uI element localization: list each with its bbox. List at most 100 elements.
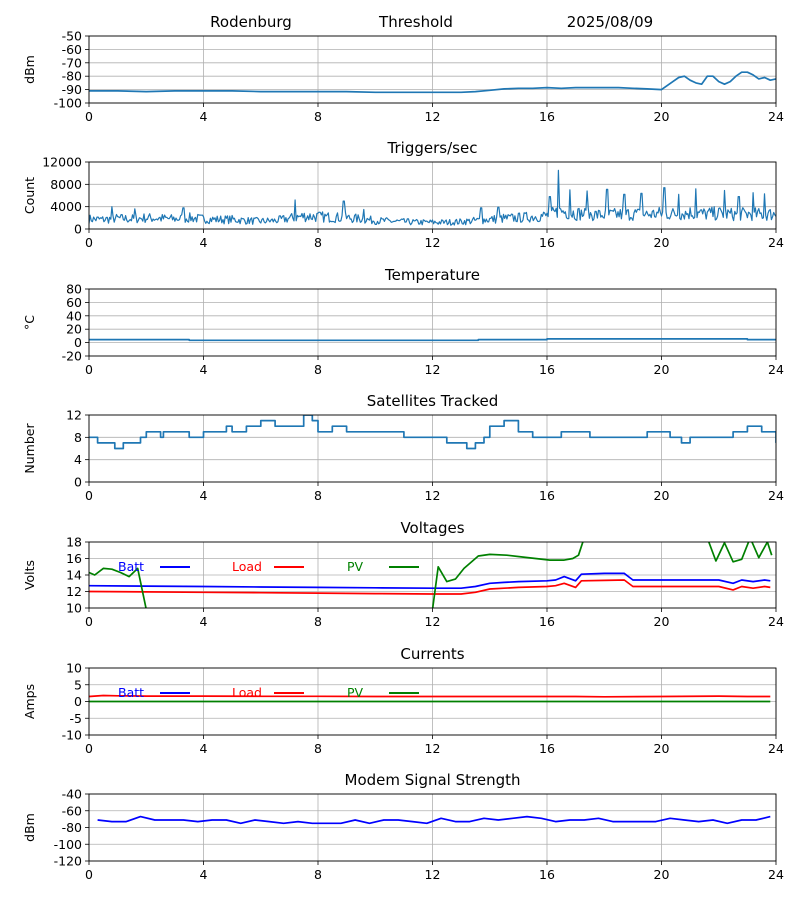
chart-title: Voltages	[400, 519, 464, 537]
chart-title: Triggers/sec	[387, 139, 478, 157]
x-tick-label: 4	[200, 741, 208, 756]
x-tick-label: 20	[654, 614, 670, 629]
y-tick-label: -20	[62, 349, 82, 364]
plot-frame	[88, 35, 777, 104]
plot-frame	[88, 667, 777, 736]
series-line-load	[89, 694, 771, 698]
y-tick-label: 8	[74, 430, 82, 445]
x-tick-label: 4	[200, 109, 208, 124]
x-tick-label: 0	[85, 362, 93, 377]
plot-frame	[88, 541, 777, 609]
plot-frame	[88, 161, 777, 230]
y-tick-label: -60	[62, 803, 82, 818]
y-tick-label: 60	[66, 295, 82, 310]
x-tick-label: 0	[85, 235, 93, 250]
x-tick-label: 16	[539, 362, 555, 377]
series-group	[89, 415, 776, 450]
x-tick-label: 24	[768, 362, 784, 377]
y-tick-label: 10	[66, 601, 82, 616]
y-tick-label: -100	[54, 837, 82, 852]
x-tick-label: 12	[425, 362, 441, 377]
y-tick-label: -80	[62, 69, 82, 84]
x-tick-label: 20	[654, 741, 670, 756]
y-tick-label: 10	[66, 661, 82, 676]
series-group	[97, 815, 771, 825]
y-tick-label: 0	[74, 475, 82, 490]
series-line-load	[89, 579, 771, 595]
x-tick-label: 8	[314, 488, 322, 503]
x-tick-label: 0	[85, 867, 93, 882]
chart-panel-1: 0 4 8 12 16 20 24 -100-90-80-70-60-50 dBm	[22, 29, 784, 125]
x-tick-label: 20	[654, 235, 670, 250]
x-tick-label: 12	[425, 488, 441, 503]
series-group	[89, 71, 776, 94]
legend-label-pv: PV	[347, 559, 364, 574]
x-tick-label: 20	[654, 362, 670, 377]
y-tick-label: 12	[66, 408, 82, 423]
plot-frame	[88, 414, 777, 483]
legend-label-load: Load	[232, 559, 262, 574]
y-tick-label: 0	[74, 335, 82, 350]
chart-title: Currents	[400, 645, 464, 663]
x-tick-label: 0	[85, 614, 93, 629]
x-tick-label: 8	[314, 741, 322, 756]
x-tick-label: 20	[654, 867, 670, 882]
y-axis-label: Amps	[22, 684, 37, 719]
y-tick-label: 4000	[50, 199, 82, 214]
x-tick-label: 16	[539, 488, 555, 503]
y-tick-label: 12000	[42, 155, 82, 170]
x-tick-label: 4	[200, 235, 208, 250]
chart-title: Modem Signal Strength	[345, 771, 521, 789]
y-tick-label: -100	[54, 96, 82, 111]
y-tick-label: -40	[62, 787, 82, 802]
chart-panel-7: 0 4 8 12 16 20 24 -120 -100 -80 -60-40 Modem Signal…	[22, 771, 784, 882]
x-tick-label: 0	[85, 488, 93, 503]
y-tick-label: 4	[74, 452, 82, 467]
y-tick-label: -5	[70, 711, 82, 726]
x-tick-label: 0	[85, 109, 93, 124]
x-tick-label: 24	[768, 741, 784, 756]
header-mode: Threshold	[378, 13, 453, 31]
plot-frame	[88, 793, 777, 862]
y-tick-label: 14	[66, 568, 82, 583]
y-tick-label: -80	[62, 820, 82, 835]
x-tick-label: 8	[314, 109, 322, 124]
x-tick-label: 4	[200, 362, 208, 377]
series-line-1	[97, 815, 771, 825]
x-tick-label: 8	[314, 235, 322, 250]
y-tick-label: 40	[66, 308, 82, 323]
x-tick-label: 16	[539, 109, 555, 124]
x-tick-label: 4	[200, 867, 208, 882]
series-line-1	[89, 338, 776, 342]
x-tick-label: 12	[425, 109, 441, 124]
y-tick-label: 20	[66, 322, 82, 337]
x-tick-label: 16	[539, 741, 555, 756]
y-tick-label: 0	[74, 222, 82, 237]
y-tick-label: 18	[66, 535, 82, 550]
x-tick-label: 0	[85, 741, 93, 756]
y-tick-label: 80	[66, 282, 82, 297]
legend-label-batt: Batt	[118, 559, 144, 574]
legend-label-pv: PV	[347, 685, 364, 700]
y-axis-label: Volts	[22, 560, 37, 590]
series-line-1	[89, 71, 776, 94]
x-tick-label: 4	[200, 488, 208, 503]
series-line-1	[89, 169, 776, 226]
legend-label-load: Load	[232, 685, 262, 700]
x-tick-label: 12	[425, 867, 441, 882]
x-tick-label: 12	[425, 235, 441, 250]
y-tick-label: -90	[62, 82, 82, 97]
plot-frame	[88, 288, 777, 357]
series-group	[89, 169, 776, 226]
series-line-pv	[89, 542, 773, 608]
x-tick-label: 16	[539, 614, 555, 629]
chart-panel-2: 0 4 8 12 16 20 24 0 4000 8000 12000 Triggers/sec Cou…	[22, 139, 784, 250]
series-line-1	[89, 415, 776, 450]
series-group	[89, 542, 773, 608]
y-tick-label: -120	[54, 854, 82, 869]
y-tick-label: 0	[74, 694, 82, 709]
x-tick-label: 20	[654, 488, 670, 503]
